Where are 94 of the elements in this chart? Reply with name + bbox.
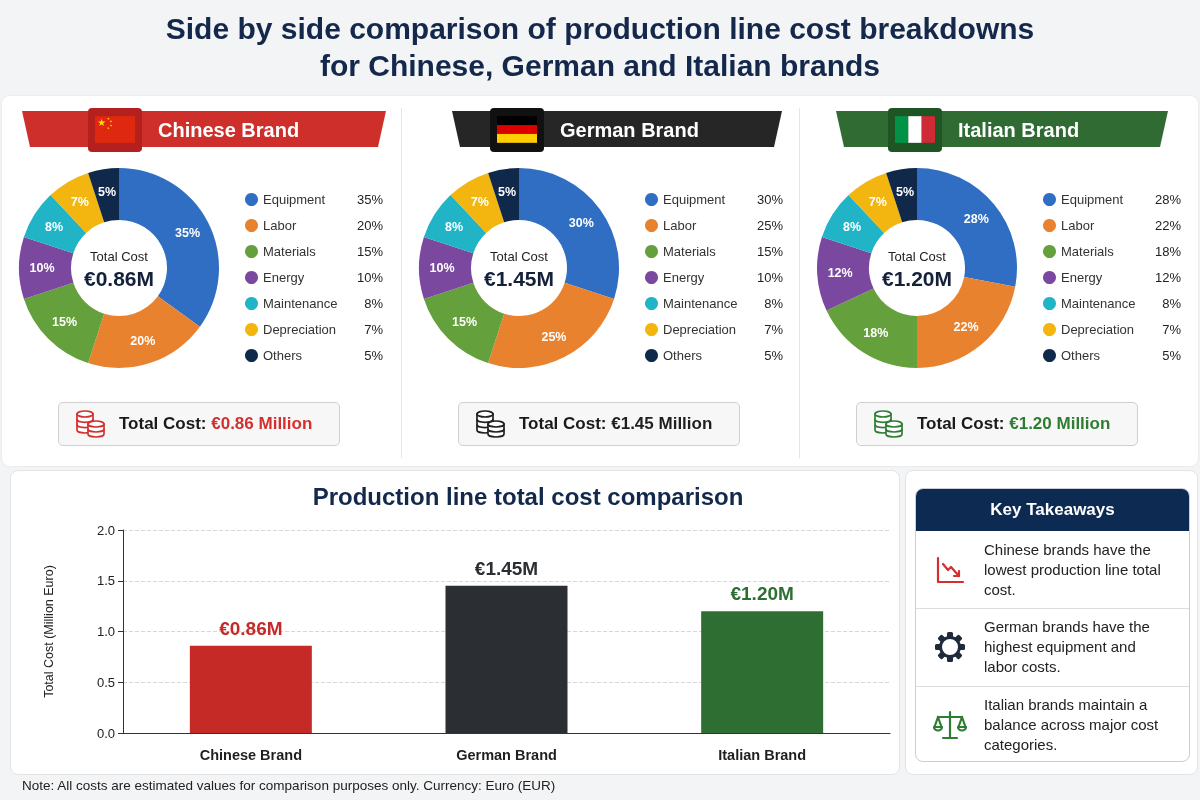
data-label: 15%	[52, 315, 78, 330]
data-label: 7%	[868, 194, 887, 209]
data-label: 7%	[70, 194, 89, 209]
legend-label: Energy	[663, 270, 705, 285]
legend-label: Others	[1061, 348, 1101, 363]
legend-label: Energy	[263, 270, 305, 285]
data-label: 15%	[452, 315, 478, 330]
text: 30%	[756, 192, 783, 207]
x-tick-label: Chinese Brand	[199, 746, 303, 763]
text: 8%	[364, 296, 383, 311]
text: 22%	[1154, 218, 1181, 233]
data-label: 8%	[444, 219, 464, 234]
text: 5%	[364, 348, 383, 363]
data-label: 20%	[130, 334, 156, 349]
text: 7%	[364, 322, 383, 337]
text: 7%	[1162, 322, 1181, 337]
data-label: 8%	[842, 219, 862, 234]
legend-label: Equipment	[263, 192, 326, 207]
y-tick-label: 1.5	[96, 573, 115, 589]
legend-label: Equipment	[663, 192, 726, 207]
text: 18%	[1154, 244, 1181, 259]
y-axis-title: Total Cost (Million Euro)	[41, 565, 56, 698]
data-label: 30%	[568, 215, 594, 230]
text: Total Cost	[90, 248, 149, 264]
data-label: 10%	[429, 261, 455, 275]
data-label: 12%	[827, 265, 853, 280]
legend-label: Labor	[263, 218, 297, 233]
x-tick-label: German Brand	[456, 746, 557, 763]
text: Total Cost	[490, 248, 549, 264]
text: Total Cost: €1.20 Million	[917, 414, 1111, 433]
data-label: 35%	[175, 226, 201, 241]
data-label: 25%	[541, 329, 567, 344]
text: Note: All costs are estimated values for comparison purposes only. Currency: Euro (EUR)	[22, 778, 556, 793]
legend-label: Materials	[663, 244, 717, 259]
text: Total Cost: €1.45 Million	[519, 414, 713, 433]
chart-title: Chinese Brand	[158, 119, 300, 141]
legend-label: Energy	[1061, 270, 1103, 285]
text: Side by side comparison of production line cost breakdowns for Chinese, German and Italian brands	[165, 12, 1035, 82]
legend-label: Others	[263, 348, 303, 363]
text: €1.45M	[483, 266, 555, 290]
x-tick-label: Italian Brand	[718, 746, 807, 763]
data-label: 28%	[963, 211, 989, 226]
data-label: €1.45M	[474, 557, 539, 579]
y-tick-label: 0.5	[96, 674, 115, 690]
legend-label: Labor	[663, 218, 697, 233]
text: 10%	[756, 270, 783, 285]
text: 20%	[356, 218, 383, 233]
chart-title: Italian Brand	[958, 119, 1080, 141]
chart-title: German Brand	[560, 119, 699, 141]
text: 5%	[1162, 348, 1181, 363]
legend-label: Maintenance	[663, 296, 738, 311]
legend-label: Depreciation	[663, 322, 736, 337]
y-tick-label: 1.0	[96, 624, 115, 639]
data-label: €1.20M	[730, 583, 794, 605]
text: 8%	[764, 296, 783, 311]
y-tick-label: 0.0	[96, 725, 115, 741]
legend-label: Depreciation	[263, 322, 336, 337]
text: Key Takeaways	[990, 500, 1115, 520]
text: 8%	[1162, 296, 1181, 311]
text: 35%	[356, 192, 383, 207]
data-label: 5%	[895, 184, 914, 199]
text: Total Cost: €0.86 Million	[119, 414, 313, 433]
text: 15%	[356, 244, 383, 259]
text: €1.20M	[881, 266, 953, 290]
text: 25%	[756, 218, 783, 233]
text: 12%	[1154, 270, 1181, 285]
legend-label: Depreciation	[1061, 322, 1134, 337]
text: Italian brands maintain a balance across major cost categories.	[984, 695, 1159, 753]
legend-label: Maintenance	[263, 296, 338, 311]
data-label: 18%	[863, 326, 889, 341]
legend-label: Equipment	[1061, 192, 1124, 207]
chart-title: Production line total cost comparison	[312, 483, 744, 510]
text: German brands have the highest equipment and labor costs.	[984, 618, 1150, 676]
legend-label: Labor	[1061, 218, 1095, 233]
text: €0.86M	[83, 266, 155, 290]
legend-label: Maintenance	[1061, 296, 1136, 311]
data-label: 7%	[470, 194, 489, 209]
text: 5%	[764, 348, 783, 363]
data-label: 22%	[953, 320, 979, 335]
text: 28%	[1154, 192, 1181, 207]
text: 15%	[756, 244, 783, 259]
data-label: €0.86M	[219, 617, 283, 639]
text: Chinese brands have the lowest production line total cost.	[984, 540, 1161, 598]
data-label: 5%	[97, 184, 116, 199]
legend-label: Others	[663, 348, 703, 363]
text: 7%	[764, 322, 783, 337]
data-label: 8%	[44, 219, 64, 234]
text: Total Cost	[888, 248, 947, 264]
legend-label: Materials	[263, 244, 317, 259]
text: 10%	[356, 270, 383, 285]
data-label: 10%	[29, 261, 55, 275]
y-tick-label: 2.0	[96, 522, 115, 538]
data-label: 5%	[497, 184, 516, 199]
legend-label: Materials	[1061, 244, 1115, 259]
